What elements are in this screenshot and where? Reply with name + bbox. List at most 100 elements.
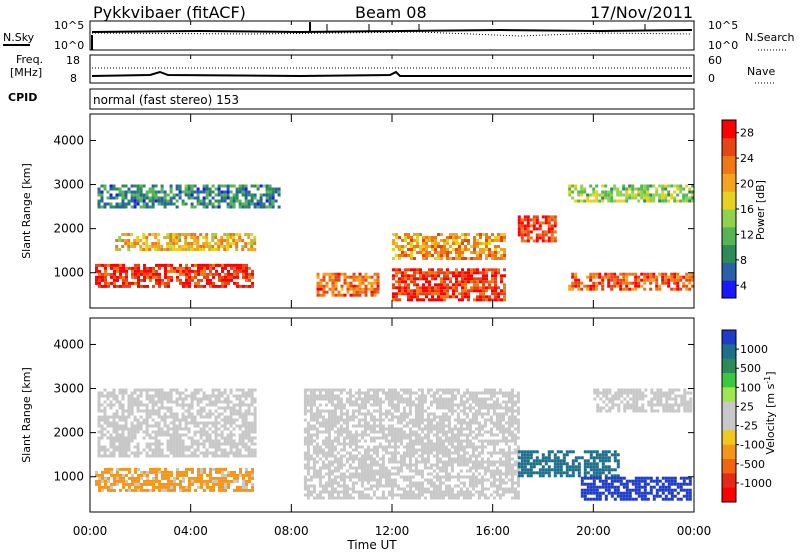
heatmap-cell <box>505 455 508 458</box>
heatmap-cell <box>539 227 542 230</box>
heatmap-cell <box>197 270 200 273</box>
heatmap-cell <box>440 289 443 292</box>
heatmap-cell <box>325 446 328 449</box>
heatmap-cell <box>149 483 152 486</box>
heatmap-cell <box>461 268 464 271</box>
heatmap-cell <box>310 437 313 440</box>
heatmap-cell <box>241 239 244 242</box>
heatmap-cell <box>167 489 170 492</box>
nave-label: Nave <box>747 65 775 78</box>
heatmap-cell <box>421 461 424 464</box>
heatmap-cell <box>250 248 253 251</box>
heatmap-cell <box>505 467 508 470</box>
heatmap-cell <box>397 416 400 419</box>
heatmap-cell <box>227 194 230 197</box>
heatmap-cell <box>451 443 454 446</box>
heatmap-cell <box>334 488 337 491</box>
heatmap-cell <box>473 286 476 289</box>
heatmap-cell <box>592 288 595 291</box>
heatmap-cell <box>203 443 206 446</box>
heatmap-cell <box>245 279 248 282</box>
heatmap-cell <box>179 185 182 188</box>
heatmap-cell <box>218 188 221 191</box>
heatmap-cell <box>350 285 353 288</box>
heatmap-cell <box>122 279 125 282</box>
heatmap-cell <box>664 279 667 282</box>
heatmap-cell <box>464 286 467 289</box>
heatmap-cell <box>104 419 107 422</box>
heatmap-cell <box>194 443 197 446</box>
heatmap-cell <box>421 452 424 455</box>
heatmap-cell <box>188 404 191 407</box>
heatmap-cell <box>239 389 242 392</box>
heatmap-cell <box>146 431 149 434</box>
heatmap-cell <box>119 489 122 492</box>
heatmap-cell <box>101 206 104 209</box>
heatmap-cell <box>508 461 511 464</box>
heatmap-cell <box>161 452 164 455</box>
heatmap-cell <box>173 425 176 428</box>
heatmap-cell <box>404 277 407 280</box>
heatmap-cell <box>221 282 224 285</box>
heatmap-cell <box>137 398 140 401</box>
heatmap-cell <box>571 276 574 279</box>
heatmap-cell <box>455 257 458 260</box>
heatmap-cell <box>211 239 214 242</box>
heatmap-cell <box>131 185 134 188</box>
heatmap-cell <box>430 473 433 476</box>
heatmap-cell <box>455 277 458 280</box>
heatmap-cell <box>479 289 482 292</box>
heatmap-cell <box>415 458 418 461</box>
heatmap-cell <box>355 398 358 401</box>
heatmap-cell <box>457 449 460 452</box>
heatmap-cell <box>343 440 346 443</box>
heatmap-cell <box>454 461 457 464</box>
heatmap-cell <box>179 480 182 483</box>
heatmap-cell <box>404 239 407 242</box>
heatmap-cell <box>409 467 412 470</box>
heatmap-cell <box>325 410 328 413</box>
heatmap-cell <box>328 389 331 392</box>
heatmap-cell <box>155 477 158 480</box>
heatmap-cell <box>430 422 433 425</box>
heatmap-cell <box>490 461 493 464</box>
heatmap-cell <box>673 185 676 188</box>
heatmap-cell <box>230 422 233 425</box>
heatmap-cell <box>451 428 454 431</box>
heatmap-cell <box>494 257 497 260</box>
heatmap-cell <box>170 392 173 395</box>
heatmap-cell <box>428 245 431 248</box>
heatmap-cell <box>455 295 458 298</box>
cpid-label: CPID <box>8 91 37 104</box>
heatmap-cell <box>421 488 424 491</box>
heatmap-cell <box>134 477 137 480</box>
heatmap-cell <box>151 245 154 248</box>
heatmap-cell <box>412 497 415 500</box>
heatmap-cell <box>482 295 485 298</box>
heatmap-cell <box>251 474 254 477</box>
heatmap-cell <box>328 440 331 443</box>
heatmap-cell <box>116 440 119 443</box>
heatmap-cell <box>110 395 113 398</box>
heatmap-cell <box>457 476 460 479</box>
heatmap-cell <box>415 434 418 437</box>
heatmap-cell <box>527 215 530 218</box>
heatmap-cell <box>319 452 322 455</box>
heatmap-cell <box>173 194 176 197</box>
heatmap-cell <box>488 286 491 289</box>
heatmap-cell <box>487 392 490 395</box>
heatmap-cell <box>446 242 449 245</box>
heatmap-cell <box>343 488 346 491</box>
heatmap-cell <box>418 485 421 488</box>
heatmap-cell <box>316 428 319 431</box>
heatmap-cell <box>107 489 110 492</box>
heatmap-cell <box>382 494 385 497</box>
heatmap-cell <box>122 443 125 446</box>
heatmap-cell <box>248 428 251 431</box>
heatmap-cell <box>154 245 157 248</box>
heatmap-cell <box>500 233 503 236</box>
heatmap-cell <box>140 404 143 407</box>
heatmap-cell <box>119 264 122 267</box>
heatmap-cell <box>571 273 574 276</box>
heatmap-cell <box>601 276 604 279</box>
